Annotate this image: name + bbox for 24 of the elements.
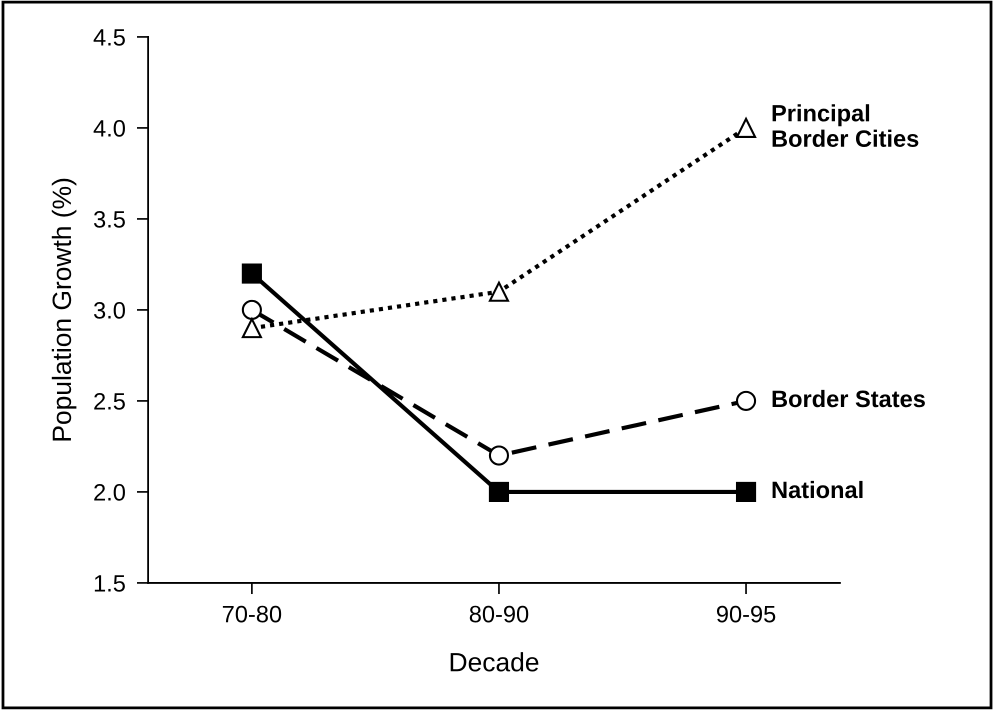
x-tick-label: 70-80: [222, 606, 282, 622]
y-tick-label: 2.5: [94, 392, 125, 410]
x-tick-label: 80-90: [470, 606, 528, 622]
y-tick-label: 2.0: [94, 484, 125, 501]
point: [242, 318, 262, 338]
point: [488, 445, 510, 466]
point: [488, 282, 510, 302]
y-axis-title: Population Growth (%): [52, 178, 76, 440]
point: [736, 118, 756, 138]
series-label: Border States: [772, 390, 925, 408]
x-tick-label: 90-95: [716, 606, 776, 622]
point: [488, 482, 510, 502]
y-tick-label: 3.5: [94, 210, 125, 228]
y-tick-label: 4.0: [94, 120, 125, 137]
point: [736, 482, 756, 502]
point: [736, 390, 756, 411]
point: [242, 263, 262, 284]
point: [242, 300, 262, 320]
y-tick-label: 3.0: [94, 302, 125, 319]
x-axis-title: Decade: [450, 652, 538, 672]
y-tick-label: 4.5: [94, 29, 125, 46]
series-label: Principal Border Cities: [772, 104, 918, 147]
y-tick-label: 1.5: [94, 575, 125, 592]
series-label: National: [772, 480, 863, 498]
